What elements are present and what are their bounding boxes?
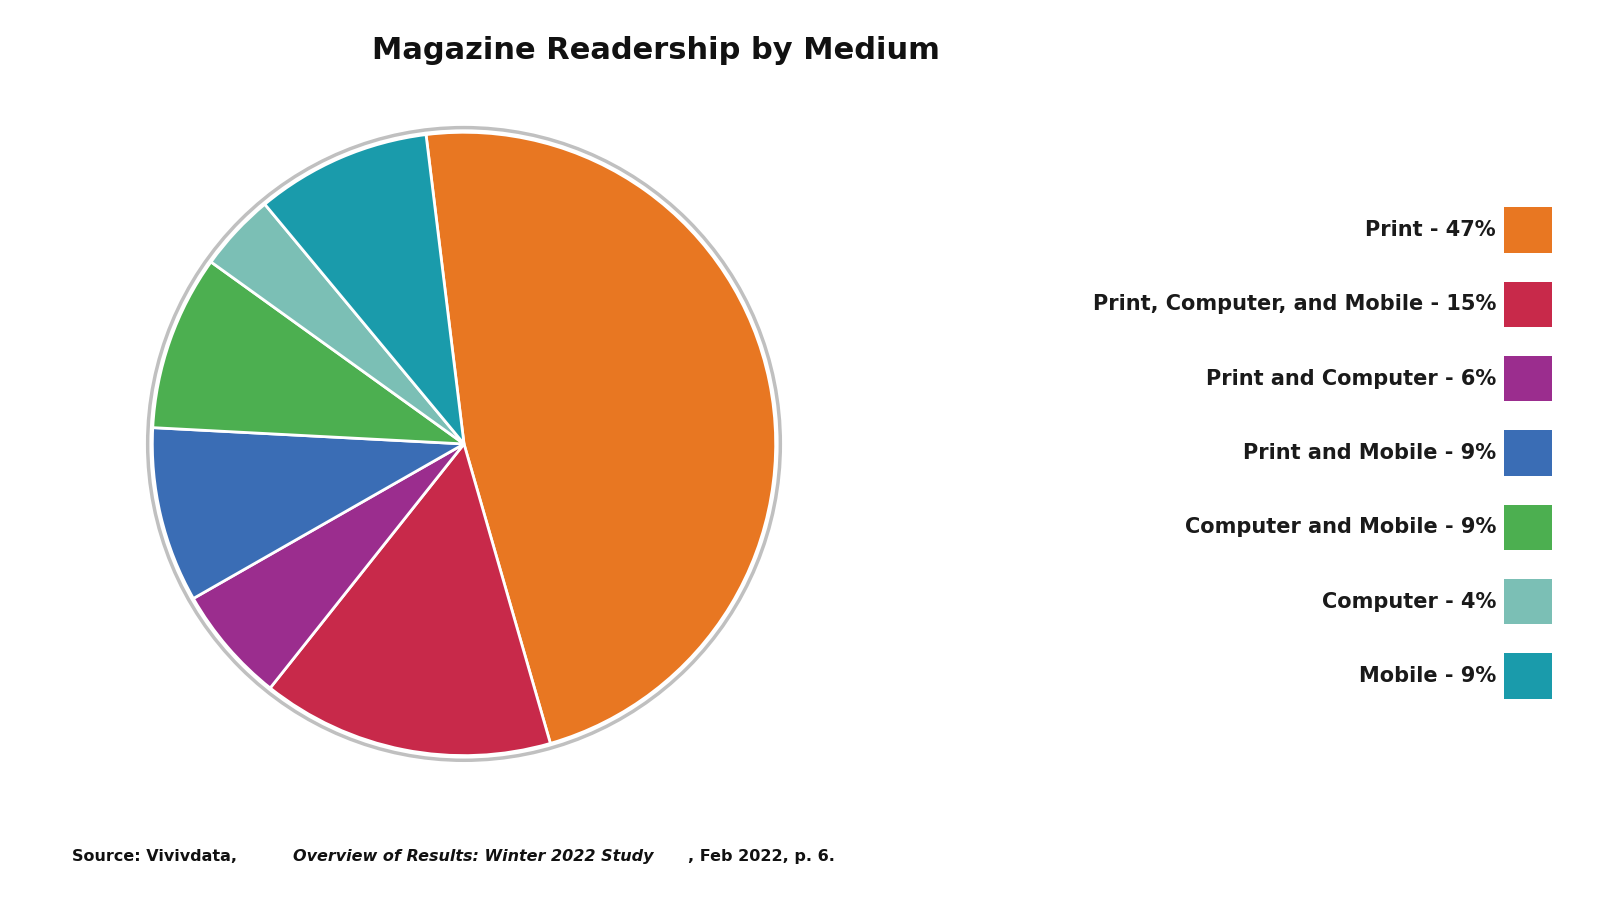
Wedge shape <box>211 204 464 444</box>
Text: Print, Computer, and Mobile - 15%: Print, Computer, and Mobile - 15% <box>1093 294 1496 314</box>
Text: Print and Mobile - 9%: Print and Mobile - 9% <box>1243 443 1496 463</box>
Text: , Feb 2022, p. 6.: , Feb 2022, p. 6. <box>688 849 835 863</box>
Text: Source: Vivivdata,: Source: Vivivdata, <box>72 849 243 863</box>
Text: Computer and Mobile - 9%: Computer and Mobile - 9% <box>1184 517 1496 537</box>
Wedge shape <box>152 428 464 599</box>
Text: Overview of Results: Winter 2022 Study: Overview of Results: Winter 2022 Study <box>293 849 653 863</box>
Wedge shape <box>266 135 464 444</box>
Wedge shape <box>270 444 550 756</box>
Text: Print and Computer - 6%: Print and Computer - 6% <box>1206 369 1496 389</box>
Wedge shape <box>152 262 464 444</box>
Text: Mobile - 9%: Mobile - 9% <box>1358 666 1496 686</box>
Text: Magazine Readership by Medium: Magazine Readership by Medium <box>373 36 939 65</box>
Text: Print - 47%: Print - 47% <box>1365 220 1496 240</box>
Wedge shape <box>426 132 776 744</box>
Text: Computer - 4%: Computer - 4% <box>1322 592 1496 612</box>
Wedge shape <box>194 444 464 688</box>
